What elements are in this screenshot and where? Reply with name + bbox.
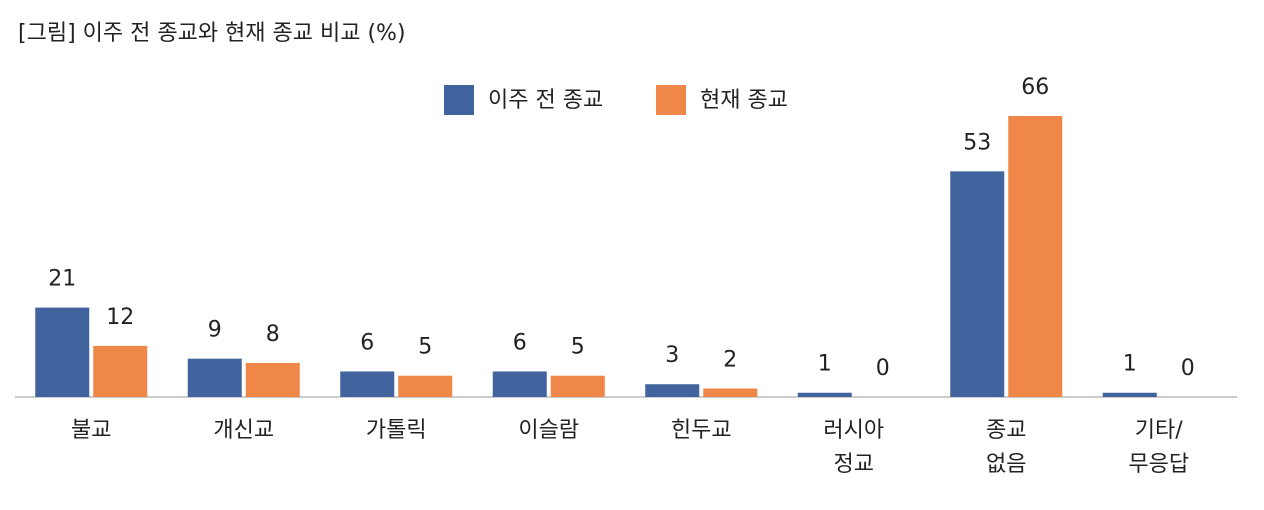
- value-label: 0: [876, 356, 890, 381]
- value-label: 5: [571, 335, 585, 360]
- x-tick-label: 러시아 정교: [823, 418, 885, 477]
- value-label: 2: [723, 347, 737, 372]
- bar: [703, 388, 758, 397]
- chart-title: [그림] 이주 전 종교와 현재 종교 비교 (%): [18, 21, 406, 46]
- value-label: 5: [418, 335, 432, 360]
- value-label: 1: [1123, 352, 1137, 377]
- bar: [645, 384, 700, 397]
- legend-swatch: [656, 85, 686, 115]
- legend-label: 이주 전 종교: [488, 88, 603, 113]
- value-label: 8: [266, 322, 280, 347]
- value-label: 6: [513, 330, 527, 355]
- bar: [950, 171, 1005, 397]
- bar: [1008, 116, 1063, 397]
- bar: [340, 371, 395, 397]
- value-label: 6: [360, 330, 374, 355]
- x-tick-label: 불교: [71, 418, 112, 443]
- bar: [797, 392, 852, 397]
- value-label: 53: [963, 130, 991, 155]
- bar: [550, 375, 605, 397]
- value-label: 1: [818, 352, 832, 377]
- value-label: 66: [1021, 75, 1049, 100]
- bar: [1102, 392, 1157, 397]
- x-tick-label: 힌두교: [670, 418, 732, 443]
- value-label: 0: [1181, 356, 1195, 381]
- bar: [398, 375, 453, 397]
- x-tick-label: 종교 없음: [986, 418, 1027, 477]
- x-tick-label: 개신교: [213, 418, 275, 443]
- bar: [245, 362, 300, 397]
- x-tick-label: 이슬람: [518, 418, 580, 443]
- value-label: 21: [48, 267, 76, 292]
- value-label: 12: [106, 305, 134, 330]
- x-tick-label: 가톨릭: [365, 418, 427, 443]
- bar: [35, 307, 90, 397]
- value-label: 3: [665, 343, 679, 368]
- x-tick-label: 기타/ 무응답: [1128, 418, 1190, 477]
- legend-label: 현재 종교: [700, 88, 788, 113]
- bar: [492, 371, 547, 397]
- value-label: 9: [208, 318, 222, 343]
- bar: [93, 345, 148, 397]
- bar: [187, 358, 242, 397]
- legend-swatch: [444, 85, 474, 115]
